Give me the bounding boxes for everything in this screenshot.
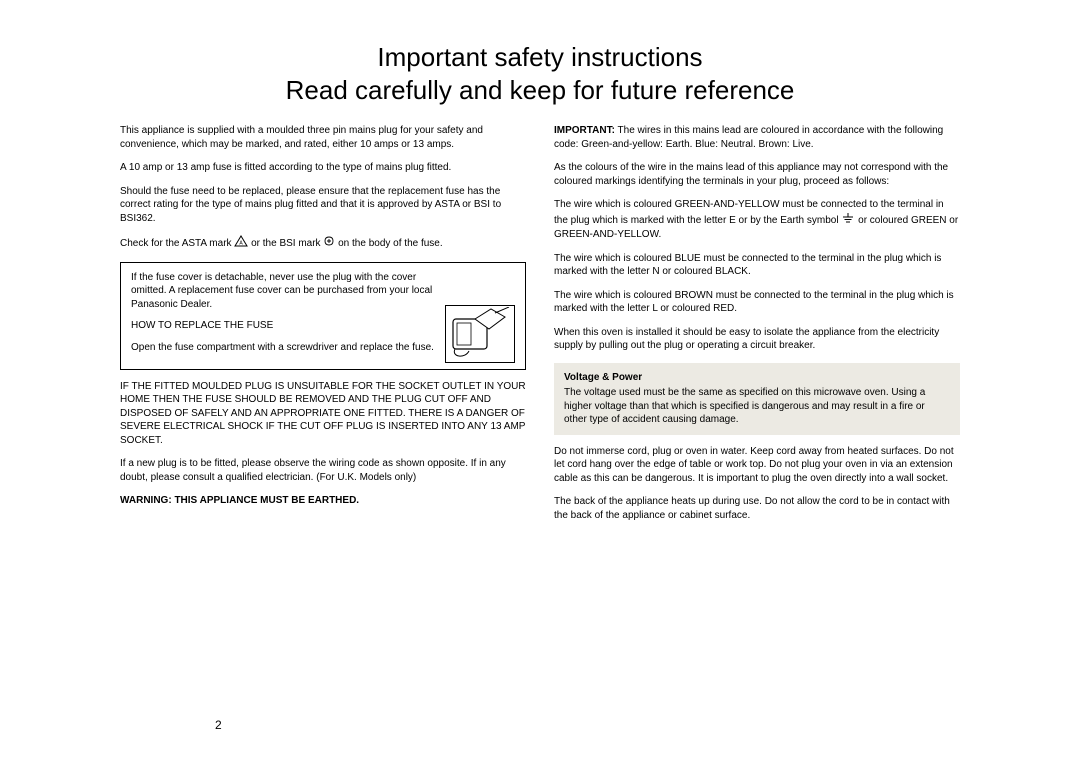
para: If the fuse cover is detachable, never u… <box>131 271 437 312</box>
para: Do not immerse cord, plug or oven in wat… <box>554 445 960 486</box>
page: Important safety instructions Read caref… <box>0 0 1080 552</box>
earth-symbol-icon <box>841 212 855 229</box>
fuse-diagram-icon <box>445 305 515 363</box>
para-asta-bsi: Check for the ASTA mark A or the BSI mar… <box>120 235 526 252</box>
para: Open the fuse compartment with a screwdr… <box>131 341 437 355</box>
voltage-power-body: The voltage used must be the same as spe… <box>564 386 950 427</box>
para: A 10 amp or 13 amp fuse is fitted accord… <box>120 161 526 175</box>
text: or the BSI mark <box>251 238 320 249</box>
text: on the body of the fuse. <box>338 238 443 249</box>
para: Should the fuse need to be replaced, ple… <box>120 185 526 226</box>
bsi-mark-icon <box>323 235 335 252</box>
left-column: This appliance is supplied with a moulde… <box>120 124 526 532</box>
page-number: 2 <box>215 718 222 732</box>
subtitle: Read carefully and keep for future refer… <box>120 75 960 106</box>
right-column: IMPORTANT: The wires in this mains lead … <box>554 124 960 532</box>
voltage-power-title: Voltage & Power <box>564 371 950 385</box>
text: Check for the ASTA mark <box>120 238 232 249</box>
para: IF THE FITTED MOULDED PLUG IS UNSUITABLE… <box>120 380 526 448</box>
para: HOW TO REPLACE THE FUSE <box>131 319 437 333</box>
fuse-box: If the fuse cover is detachable, never u… <box>120 262 526 370</box>
warning-earthed: WARNING: THIS APPLIANCE MUST BE EARTHED. <box>120 494 526 508</box>
title: Important safety instructions <box>120 42 960 73</box>
para-important: IMPORTANT: The wires in this mains lead … <box>554 124 960 151</box>
voltage-power-box: Voltage & Power The voltage used must be… <box>554 363 960 435</box>
para: As the colours of the wire in the mains … <box>554 161 960 188</box>
para: The wire which is coloured BROWN must be… <box>554 289 960 316</box>
para: The wire which is coloured BLUE must be … <box>554 252 960 279</box>
fuse-box-text: If the fuse cover is detachable, never u… <box>131 271 437 355</box>
para: This appliance is supplied with a moulde… <box>120 124 526 151</box>
para: When this oven is installed it should be… <box>554 326 960 353</box>
para-earth: The wire which is coloured GREEN-AND-YEL… <box>554 198 960 242</box>
para: If a new plug is to be fitted, please ob… <box>120 457 526 484</box>
asta-mark-icon: A <box>234 235 248 252</box>
para: The back of the appliance heats up durin… <box>554 495 960 522</box>
important-label: IMPORTANT: <box>554 125 615 136</box>
columns: This appliance is supplied with a moulde… <box>120 124 960 532</box>
